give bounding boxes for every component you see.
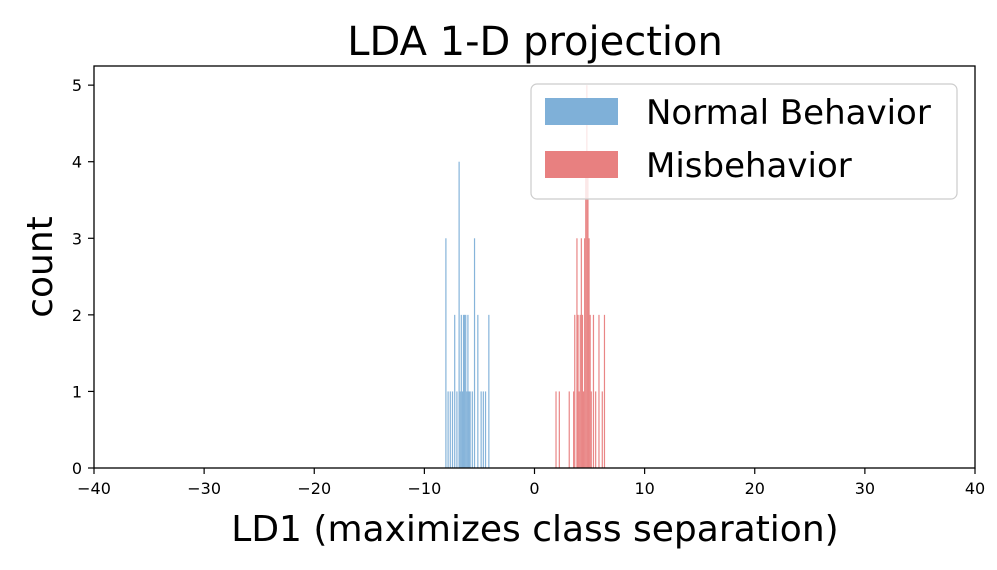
- chart-title: LDA 1-D projection: [347, 19, 723, 65]
- bar-misbehavior: [558, 391, 560, 468]
- legend: Normal Behavior Misbehavior: [530, 83, 958, 200]
- bar-misbehavior: [573, 391, 575, 468]
- bar-normal-behavior: [461, 391, 464, 468]
- legend-label-normal-behavior: Normal Behavior: [646, 93, 931, 133]
- bar-normal-behavior: [447, 391, 449, 468]
- bar-normal-behavior: [482, 391, 484, 468]
- bar-misbehavior: [585, 161, 587, 468]
- bar-misbehavior: [587, 161, 589, 468]
- bar-normal-behavior: [467, 314, 469, 468]
- legend-swatch-normal-behavior: [545, 98, 618, 125]
- bar-misbehavior: [590, 391, 592, 468]
- bar-misbehavior: [598, 314, 600, 468]
- bar-normal-behavior: [471, 391, 473, 468]
- bar-misbehavior: [580, 238, 582, 468]
- bar-normal-behavior: [451, 391, 454, 468]
- y-axis-title: count: [20, 216, 61, 318]
- bar-normal-behavior: [460, 314, 462, 468]
- bar-misbehavior: [555, 391, 557, 468]
- bar-normal-behavior: [464, 314, 466, 468]
- y-tick-label: 2: [72, 306, 82, 325]
- bar-normal-behavior: [445, 238, 447, 468]
- x-axis-title: LD1 (maximizes class separation): [231, 509, 838, 550]
- bar-normal-behavior: [468, 391, 470, 468]
- bar-normal-behavior: [466, 391, 468, 468]
- x-tick-label: 40: [965, 479, 985, 498]
- x-tick-label: 10: [634, 479, 654, 498]
- bar-misbehavior: [582, 391, 585, 468]
- bar-misbehavior: [574, 314, 576, 468]
- plot-frame: [93, 65, 976, 469]
- y-tick-label: 0: [72, 459, 82, 478]
- y-tick-label: 4: [72, 153, 82, 172]
- x-tick-label: −10: [407, 479, 441, 498]
- bar-normal-behavior: [456, 391, 458, 468]
- bar-normal-behavior: [449, 391, 451, 468]
- x-tick-label: −40: [77, 479, 111, 498]
- bar-misbehavior: [588, 238, 590, 468]
- bar-misbehavior: [576, 238, 578, 468]
- bar-misbehavior: [579, 314, 581, 468]
- y-tick-label: 3: [72, 229, 82, 248]
- bar-normal-behavior: [477, 314, 479, 468]
- y-tick-label: 5: [72, 76, 82, 95]
- x-tick-label: 30: [855, 479, 875, 498]
- legend-box: [530, 83, 958, 200]
- bar-normal-behavior: [465, 314, 467, 468]
- bar-misbehavior: [568, 391, 570, 468]
- bar-normal-behavior: [473, 238, 476, 468]
- bar-misbehavior: [577, 314, 579, 468]
- x-tick-label: 20: [745, 479, 765, 498]
- legend-swatch-misbehavior: [545, 151, 618, 178]
- bar-normal-behavior: [484, 391, 487, 468]
- bars-group: [445, 85, 606, 469]
- bar-normal-behavior: [454, 314, 456, 468]
- bar-misbehavior: [578, 391, 580, 468]
- bar-normal-behavior: [480, 391, 482, 468]
- bar-normal-behavior: [488, 314, 490, 468]
- y-tick-label: 1: [72, 382, 82, 401]
- bar-misbehavior: [581, 314, 584, 468]
- bar-normal-behavior: [469, 391, 471, 468]
- x-tick-label: −20: [297, 479, 331, 498]
- bar-normal-behavior: [458, 161, 460, 468]
- y-axis-ticks: 0 1 2 3 4 5: [72, 76, 94, 478]
- bar-normal-behavior: [462, 314, 465, 468]
- x-tick-label: 0: [529, 479, 539, 498]
- bar-misbehavior: [603, 314, 606, 468]
- bar-misbehavior: [595, 391, 597, 468]
- x-tick-label: −30: [187, 479, 221, 498]
- x-axis-ticks: −40 −30 −20 −10 0 10 20 30 40: [77, 468, 985, 498]
- legend-label-misbehavior: Misbehavior: [646, 146, 852, 186]
- bar-misbehavior: [586, 85, 588, 469]
- bar-normal-behavior: [459, 391, 461, 468]
- bar-misbehavior: [592, 314, 595, 468]
- bar-misbehavior: [584, 238, 586, 468]
- bar-misbehavior: [589, 314, 591, 468]
- bar-misbehavior: [601, 391, 603, 468]
